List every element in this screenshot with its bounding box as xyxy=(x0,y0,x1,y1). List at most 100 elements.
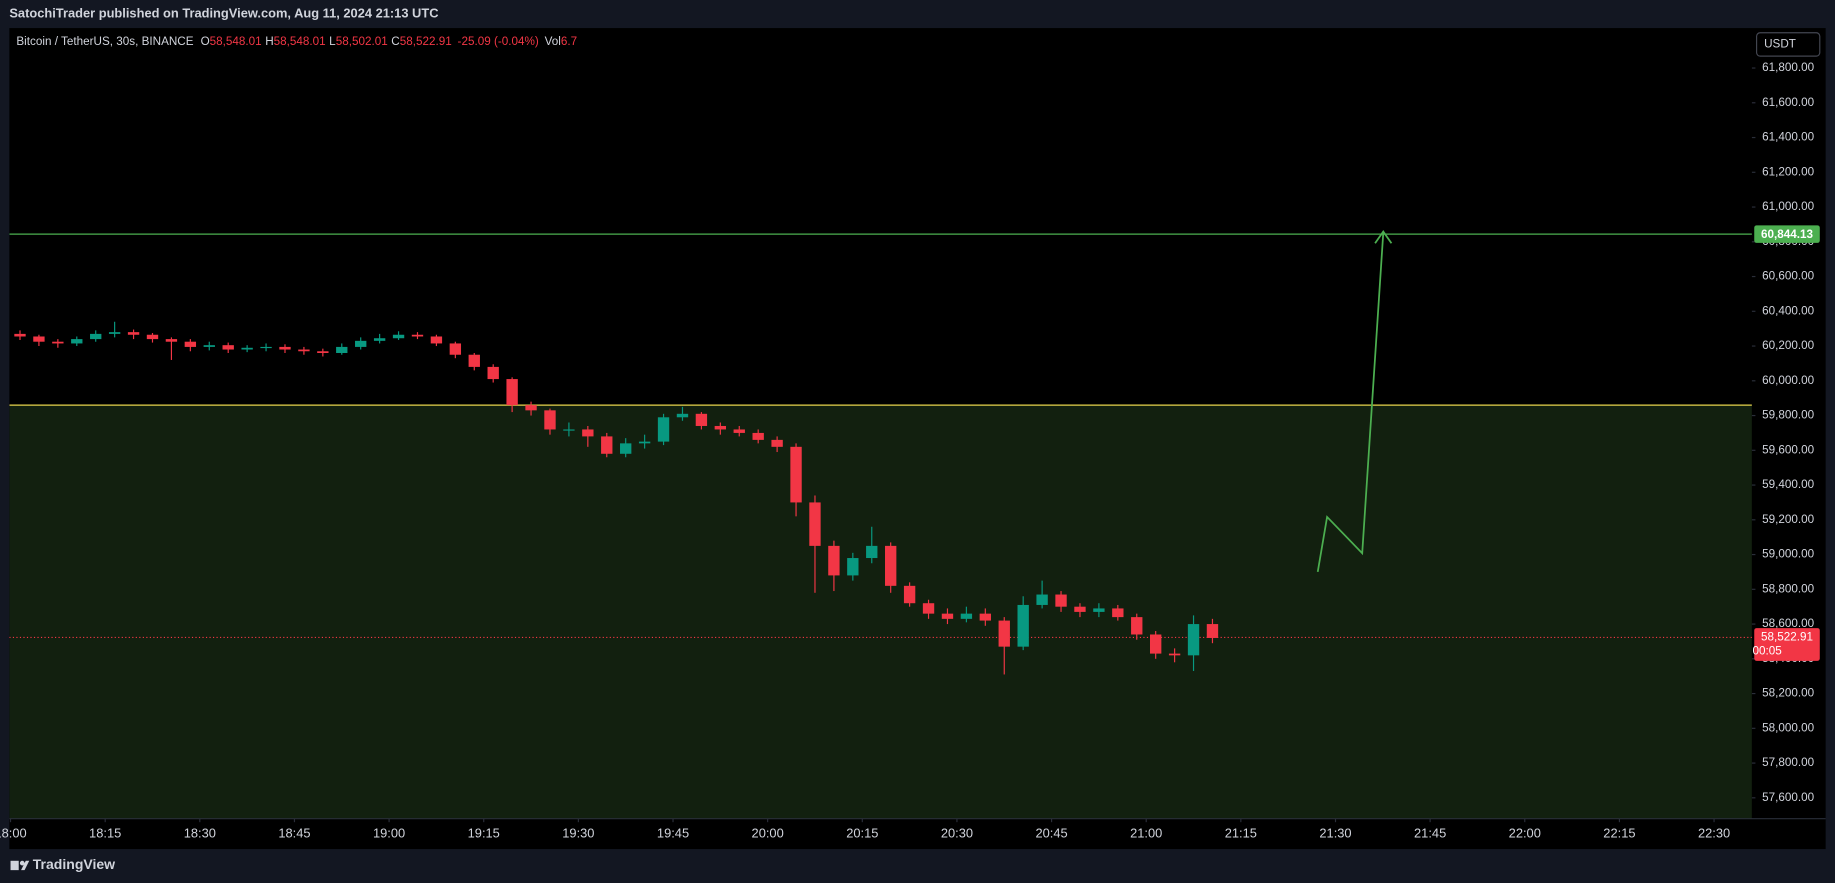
target-price-label: 60,844.13 xyxy=(1761,228,1814,241)
legend-change: -25.09 (-0.04%) xyxy=(458,35,539,48)
candle-body xyxy=(1112,608,1124,618)
candle-body xyxy=(733,429,745,433)
legend-h: H xyxy=(265,35,273,48)
legend-c: C xyxy=(391,35,399,48)
y-tick-label: 58,000.00 xyxy=(1762,721,1815,734)
candle-body xyxy=(1017,604,1029,647)
candle-body xyxy=(506,379,518,406)
legend: Bitcoin / TetherUS, 30s, BINANCE O58,548.… xyxy=(16,35,577,48)
candle-body xyxy=(809,502,821,546)
brand-logo xyxy=(10,860,30,871)
last-price-label: 58,522.91 xyxy=(1761,631,1813,644)
y-tick-label: 61,600.00 xyxy=(1762,96,1815,109)
candle-body xyxy=(184,341,197,347)
x-tick-label: 18:45 xyxy=(278,825,310,840)
x-tick-label: 18:15 xyxy=(89,825,121,840)
zone-fill xyxy=(9,405,1752,819)
candle-body xyxy=(279,346,291,350)
candle-body xyxy=(392,334,405,339)
candle-body xyxy=(317,351,329,353)
zone-layer xyxy=(9,233,1752,819)
candle-body xyxy=(941,613,954,619)
legend-symbol: Bitcoin / TetherUS, 30s, BINANCE xyxy=(16,35,193,48)
y-tick-label: 59,400.00 xyxy=(1762,478,1815,491)
y-tick-label: 60,600.00 xyxy=(1762,270,1815,283)
candle-body xyxy=(525,405,537,411)
x-tick-label: 20:30 xyxy=(941,825,973,840)
legend-vol: Vol xyxy=(545,35,561,48)
candle-body xyxy=(998,620,1010,647)
candle-body xyxy=(714,425,727,430)
candle-body xyxy=(1093,608,1105,612)
projection-arrow xyxy=(1316,232,1385,573)
candle-body xyxy=(165,339,178,342)
y-tick-label: 58,200.00 xyxy=(1762,687,1815,700)
candle-body xyxy=(241,347,253,350)
y-tick-label: 59,800.00 xyxy=(1762,409,1815,422)
y-tick-label: 61,800.00 xyxy=(1762,61,1815,74)
candle-body xyxy=(1036,594,1048,605)
y-tick-label: 60,200.00 xyxy=(1762,339,1815,352)
candle-body xyxy=(71,339,83,344)
legend-low: 58,502.01 xyxy=(336,35,388,48)
candle-body xyxy=(52,341,64,344)
candle-body xyxy=(1206,624,1219,638)
y-tick-label: 57,600.00 xyxy=(1762,791,1815,804)
candle-body xyxy=(601,436,613,454)
candle-body xyxy=(866,545,878,559)
legend-open: 58,548.01 xyxy=(210,35,262,48)
x-tick-label: 19:15 xyxy=(468,825,500,840)
candle-body xyxy=(146,334,159,340)
currency-button[interactable] xyxy=(1756,32,1821,57)
candle-body xyxy=(411,334,424,337)
y-tick-label: 59,600.00 xyxy=(1762,443,1815,456)
arrow-head xyxy=(1374,230,1393,244)
candle-body xyxy=(14,333,26,337)
candle-body xyxy=(468,354,480,367)
y-tick-label: 59,200.00 xyxy=(1762,513,1815,526)
x-tick-label: 18:30 xyxy=(184,825,216,840)
candle-body xyxy=(563,429,575,431)
x-tick-label: 20:45 xyxy=(1035,825,1067,840)
y-tick-label: 58,600.00 xyxy=(1762,617,1815,630)
legend-high: 58,548.01 xyxy=(274,35,326,48)
candle-body xyxy=(620,443,632,454)
candle-body xyxy=(771,439,783,447)
publish-title: SatochiTrader published on TradingView.c… xyxy=(9,5,438,20)
candle-body xyxy=(298,349,310,352)
candle-body xyxy=(449,343,462,355)
candle-body xyxy=(790,446,802,503)
x-tick-label: 20:15 xyxy=(846,825,878,840)
y-tick-label: 59,000.00 xyxy=(1762,548,1815,561)
candle-body xyxy=(676,413,689,418)
candle-body xyxy=(373,338,386,341)
legend-close: 58,522.91 xyxy=(400,35,452,48)
last-price-box xyxy=(1754,628,1820,661)
candle-body xyxy=(960,613,973,619)
candle-body xyxy=(1149,634,1162,654)
x-tick-label: 22:00 xyxy=(1509,825,1541,840)
candle-body xyxy=(544,410,556,430)
candle-body xyxy=(430,336,443,344)
x-tick-label: 21:15 xyxy=(1225,825,1257,840)
candle-body xyxy=(1131,617,1143,635)
brand: TradingView xyxy=(33,856,115,872)
x-tick-label: 19:00 xyxy=(373,825,405,840)
candle-body xyxy=(582,429,594,437)
y-tick-label: 58,800.00 xyxy=(1762,582,1815,595)
candle-body xyxy=(203,345,215,347)
x-tick-label: 21:30 xyxy=(1319,825,1351,840)
countdown-label: 00:05 xyxy=(1752,645,1782,658)
currency-label: USDT xyxy=(1764,38,1796,51)
candle-body xyxy=(695,413,708,426)
x-tick-label: 19:45 xyxy=(657,825,689,840)
candle-body xyxy=(1168,653,1181,656)
candle-body xyxy=(1187,624,1200,656)
candle-body xyxy=(260,346,272,349)
y-tick-label: 61,000.00 xyxy=(1762,200,1815,213)
candle-body xyxy=(222,345,234,350)
legend-l: L xyxy=(329,35,336,48)
y-tick-label: 61,200.00 xyxy=(1762,165,1815,178)
